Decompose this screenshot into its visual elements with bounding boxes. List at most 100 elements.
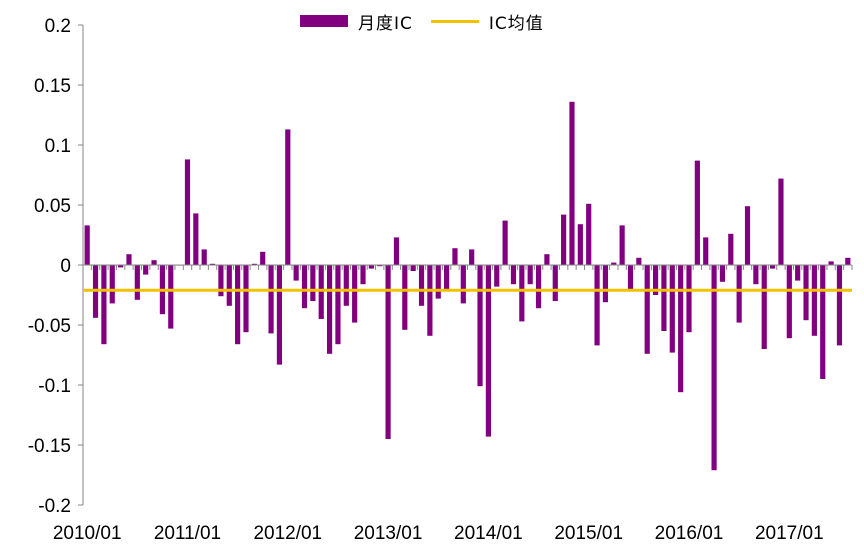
ic-bar	[352, 265, 358, 323]
ic-bar	[510, 265, 517, 285]
ic-bar	[811, 265, 817, 336]
ic-bar	[703, 237, 709, 265]
ic-bar	[101, 265, 107, 345]
ic-bar	[669, 265, 675, 353]
ic-bar	[435, 265, 441, 299]
ic-bar	[477, 265, 483, 387]
ic-bar	[151, 260, 157, 265]
legend-label-monthly-ic: 月度IC	[358, 13, 413, 34]
ic-bar	[795, 265, 801, 281]
ic-bar	[519, 265, 525, 322]
ic-bar	[561, 214, 567, 265]
x-tick-label: 2013/01	[354, 523, 423, 544]
x-tick-label: 2010/01	[53, 523, 122, 544]
ic-bar	[218, 265, 224, 297]
ic-bar	[778, 178, 784, 265]
ic-bar	[569, 101, 575, 265]
ic-bar	[602, 265, 609, 303]
y-tick-label: 0	[60, 256, 71, 277]
ic-bar	[343, 265, 349, 306]
ic-bar	[326, 265, 333, 354]
ic-bar	[143, 265, 149, 275]
ic-bar	[544, 254, 550, 265]
ic-bar	[494, 265, 500, 287]
ic-bar	[594, 265, 600, 346]
y-tick-label: 0.05	[34, 196, 71, 217]
legend-item-monthly-ic: 月度IC	[300, 9, 413, 34]
ic-bar	[276, 265, 283, 365]
y-tick-label: -0.1	[38, 376, 71, 397]
x-tick-label: 2011/01	[154, 523, 221, 544]
ic-bar	[243, 265, 249, 333]
ic-bar	[226, 265, 232, 306]
x-axis: 2010/01 2011/01 2012/01 2013/01 2014/01 2015/…	[53, 264, 853, 544]
ic-bar	[360, 265, 366, 285]
ic-bar	[452, 248, 458, 265]
y-tick-label: -0.2	[38, 496, 71, 517]
ic-bar	[84, 225, 90, 265]
y-tick-label: -0.15	[28, 436, 71, 457]
ic-bar	[368, 265, 374, 269]
ic-bar	[293, 265, 299, 281]
ic-bar	[377, 265, 383, 267]
ic-bar	[694, 160, 700, 265]
ic-bar	[460, 265, 466, 304]
ic-bar	[761, 265, 767, 349]
ic-bar	[410, 265, 416, 271]
ic-bar	[627, 265, 634, 289]
legend-swatch-line	[430, 19, 479, 23]
ic-bar	[736, 265, 742, 323]
ic-bar	[193, 213, 199, 265]
x-tick-label: 2012/01	[253, 523, 322, 544]
ic-bar	[209, 263, 216, 265]
ic-bar	[678, 265, 684, 393]
ic-bar	[318, 265, 324, 319]
ic-bar	[786, 265, 792, 339]
ic-bar	[168, 265, 174, 329]
ic-bar	[770, 265, 776, 269]
ic-bar	[469, 249, 475, 265]
y-tick-label: 0.1	[45, 136, 71, 157]
ic-bar	[753, 265, 759, 285]
ic-bar	[719, 265, 726, 282]
x-tick-label: 2016/01	[655, 523, 724, 544]
ic-bar	[235, 265, 241, 345]
ic-bar	[118, 265, 124, 268]
ic-bar	[393, 237, 400, 265]
ic-bar	[652, 265, 659, 295]
ic-bar	[201, 249, 207, 265]
ic-bar	[619, 225, 625, 265]
ic-bar	[385, 265, 391, 439]
ic-bar	[611, 262, 617, 265]
legend-item-ic-mean: IC均值	[430, 9, 544, 34]
ic-bar	[636, 257, 642, 265]
legend: 月度IC IC均值	[300, 8, 562, 34]
ic-bar	[820, 265, 826, 379]
ic-bars	[84, 101, 851, 471]
ic-bar	[803, 265, 809, 321]
y-tick-label: -0.05	[28, 316, 71, 337]
legend-label-ic-mean: IC均值	[488, 13, 544, 34]
ic-bar	[845, 257, 851, 265]
x-tick-label: 2017/01	[755, 523, 824, 544]
ic-bar	[744, 206, 751, 265]
y-tick-label: 0.2	[45, 16, 71, 37]
ic-bar	[310, 265, 316, 301]
ic-bar	[577, 224, 583, 265]
ic-bar	[485, 265, 491, 437]
ic-bar	[502, 220, 508, 265]
ic-bar	[686, 265, 692, 333]
ic-bar	[134, 265, 140, 300]
ic-bar	[728, 233, 734, 265]
ic-bar	[427, 265, 433, 336]
ic-bar	[535, 265, 542, 309]
ic-bar	[828, 261, 834, 265]
ic-bar	[527, 265, 533, 285]
x-tick-label: 2015/01	[554, 523, 623, 544]
ic-bar	[260, 251, 266, 265]
ic-bar	[552, 265, 558, 301]
ic-bar	[301, 265, 308, 309]
ic-bar	[661, 265, 667, 331]
